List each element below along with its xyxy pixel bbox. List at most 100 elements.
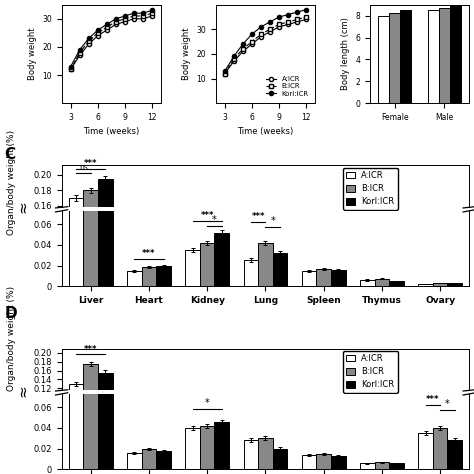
Bar xyxy=(83,190,98,330)
Bar xyxy=(450,5,461,103)
Bar xyxy=(185,250,200,286)
Bar xyxy=(83,289,98,469)
Bar xyxy=(316,454,331,469)
Bar xyxy=(439,8,450,103)
Bar xyxy=(302,318,316,330)
Bar xyxy=(331,456,346,469)
Bar xyxy=(418,433,433,469)
Bar xyxy=(389,281,404,286)
Text: ***: *** xyxy=(84,345,98,354)
Legend: A:ICR, B:ICR, Korl:ICR: A:ICR, B:ICR, Korl:ICR xyxy=(263,73,312,100)
Y-axis label: Body length (cm): Body length (cm) xyxy=(341,18,350,91)
Bar xyxy=(244,440,258,469)
Bar xyxy=(214,290,229,330)
Bar xyxy=(69,111,83,286)
Bar xyxy=(185,428,200,469)
Bar xyxy=(200,426,214,469)
Bar xyxy=(316,317,331,330)
Bar xyxy=(447,283,462,286)
Bar xyxy=(244,310,258,330)
Bar xyxy=(374,438,389,441)
Bar xyxy=(331,270,346,286)
Bar xyxy=(258,243,273,286)
Bar xyxy=(258,428,273,441)
Bar xyxy=(200,422,214,441)
Bar xyxy=(98,179,113,330)
Bar xyxy=(244,428,258,441)
Bar xyxy=(374,279,389,286)
Bar xyxy=(418,328,433,330)
Text: *: * xyxy=(270,216,275,226)
Bar xyxy=(302,435,316,441)
Text: Organ/body weight (%): Organ/body weight (%) xyxy=(8,286,16,392)
Bar xyxy=(433,283,447,286)
X-axis label: Time (weeks): Time (weeks) xyxy=(237,128,293,137)
Bar xyxy=(98,309,113,469)
Text: ≈: ≈ xyxy=(15,384,30,397)
Bar xyxy=(214,233,229,286)
Legend: A:ICR, B:ICR, Korl:ICR: A:ICR, B:ICR, Korl:ICR xyxy=(343,167,398,210)
Bar xyxy=(127,434,142,441)
Bar xyxy=(273,448,287,469)
Bar xyxy=(447,428,462,441)
X-axis label: Time (weeks): Time (weeks) xyxy=(83,128,139,137)
Text: ***: *** xyxy=(84,159,98,168)
Bar xyxy=(316,435,331,441)
Bar xyxy=(127,271,142,286)
Bar xyxy=(389,438,404,441)
Text: *: * xyxy=(212,215,217,225)
Bar xyxy=(428,10,439,103)
Y-axis label: Body weight: Body weight xyxy=(182,27,191,80)
Bar xyxy=(331,435,346,441)
Bar xyxy=(447,328,462,330)
Bar xyxy=(273,253,287,286)
Text: Organ/body weight (%): Organ/body weight (%) xyxy=(8,130,16,235)
Bar xyxy=(83,100,98,286)
Bar xyxy=(360,325,374,330)
Bar xyxy=(418,426,433,441)
Bar xyxy=(433,328,447,330)
Bar xyxy=(98,373,113,441)
Bar xyxy=(273,305,287,330)
Bar xyxy=(214,422,229,469)
Bar xyxy=(331,318,346,330)
Bar xyxy=(389,13,400,103)
Bar xyxy=(83,364,98,441)
Bar xyxy=(258,297,273,330)
Text: D: D xyxy=(5,306,18,321)
Bar xyxy=(98,85,113,286)
Bar xyxy=(316,269,331,286)
Bar xyxy=(447,440,462,469)
Text: *: * xyxy=(205,398,210,408)
Bar xyxy=(360,280,374,286)
Bar xyxy=(156,265,171,286)
Bar xyxy=(302,455,316,469)
Bar xyxy=(374,462,389,469)
Bar xyxy=(142,432,156,441)
Legend: A:ICR, B:ICR, Korl:ICR: A:ICR, B:ICR, Korl:ICR xyxy=(343,351,398,392)
Text: *: * xyxy=(445,400,450,410)
Bar xyxy=(273,432,287,441)
Bar xyxy=(127,453,142,469)
Bar xyxy=(156,314,171,330)
Bar xyxy=(69,384,83,441)
Bar xyxy=(433,423,447,441)
Bar xyxy=(214,421,229,441)
Bar xyxy=(418,284,433,286)
Bar xyxy=(378,16,389,103)
Text: ≈: ≈ xyxy=(15,201,30,213)
Text: ns: ns xyxy=(79,164,88,173)
Bar xyxy=(302,271,316,286)
Text: C: C xyxy=(5,147,16,162)
Bar xyxy=(360,463,374,469)
Bar xyxy=(185,303,200,330)
Bar xyxy=(142,315,156,330)
Bar xyxy=(389,326,404,330)
Bar xyxy=(156,433,171,441)
Bar xyxy=(374,324,389,330)
Bar xyxy=(200,243,214,286)
Bar xyxy=(258,438,273,469)
Text: ***: *** xyxy=(251,212,265,221)
Bar xyxy=(200,297,214,330)
Bar xyxy=(142,266,156,286)
